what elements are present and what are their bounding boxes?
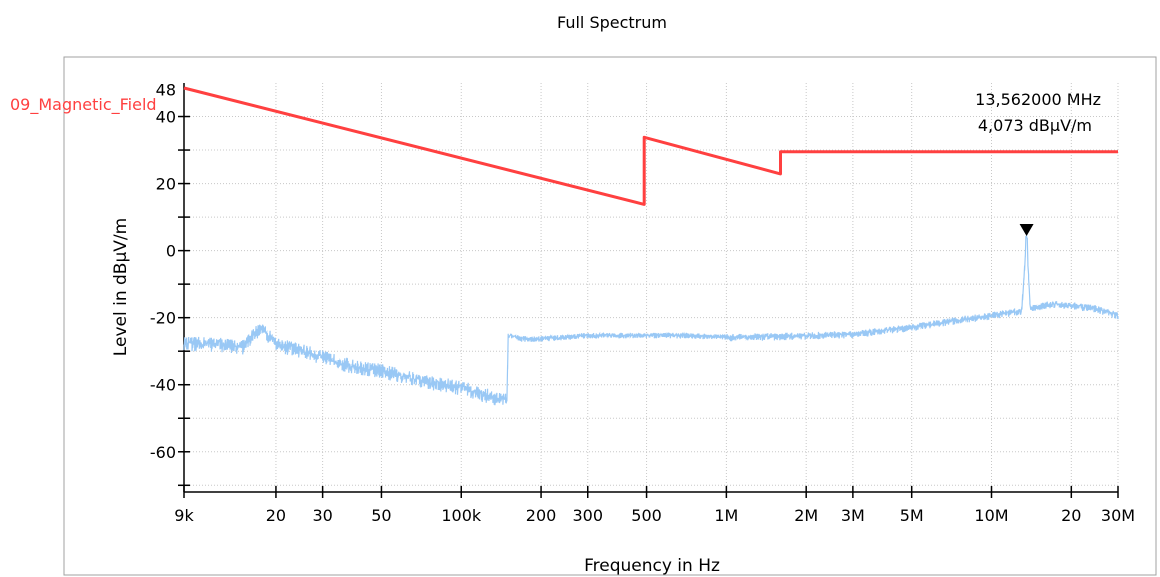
marker-frequency-readout: 13,562000 MHz: [975, 90, 1101, 109]
x-tick-label: 200: [526, 506, 557, 525]
chart-title: Full Spectrum: [557, 13, 667, 32]
y-tick-label: 48: [156, 81, 176, 100]
x-tick-label: 2M: [794, 506, 818, 525]
limit-line: [183, 86, 1118, 206]
marker-level-readout: 4,073 dBµV/m: [978, 116, 1092, 135]
x-tick-label: 30: [312, 506, 332, 525]
plot-area: [184, 83, 1118, 492]
x-tick-label: 1M: [714, 506, 738, 525]
x-tick-label: 5M: [900, 506, 924, 525]
y-tick-label: -60: [150, 443, 176, 462]
y-tick-label: 20: [156, 175, 176, 194]
x-tick-label: 50: [371, 506, 391, 525]
x-tick-label: 3M: [841, 506, 865, 525]
y-tick-label: 0: [166, 242, 176, 261]
x-axis-label: Frequency in Hz: [584, 556, 720, 576]
series-layer: [183, 86, 1119, 406]
limit-line-label: 09_Magnetic_Field: [10, 95, 157, 115]
x-tick-label: 300: [572, 506, 603, 525]
y-tick-label: 40: [156, 108, 176, 127]
x-tick-label: 100k: [441, 506, 482, 525]
x-tick-label: 20: [1061, 506, 1081, 525]
y-tick-label: -20: [150, 309, 176, 328]
axis-labels: 9k 20 30 50 100k 200 300 500 1M 2M 3M 5M 10M 20 30M484…: [150, 81, 1135, 525]
x-tick-label: 9k: [174, 506, 194, 525]
y-tick-label: -40: [150, 376, 176, 395]
x-tick-label: 10M: [974, 506, 1008, 525]
x-tick-label: 500: [631, 506, 662, 525]
axes: [178, 83, 1119, 498]
spectrum-trace: [183, 234, 1119, 406]
peak-marker-icon: [1019, 223, 1034, 236]
x-tick-label: 30M: [1101, 506, 1135, 525]
x-tick-label: 20: [266, 506, 286, 525]
y-axis-label: Level in dBµV/m: [111, 218, 131, 356]
